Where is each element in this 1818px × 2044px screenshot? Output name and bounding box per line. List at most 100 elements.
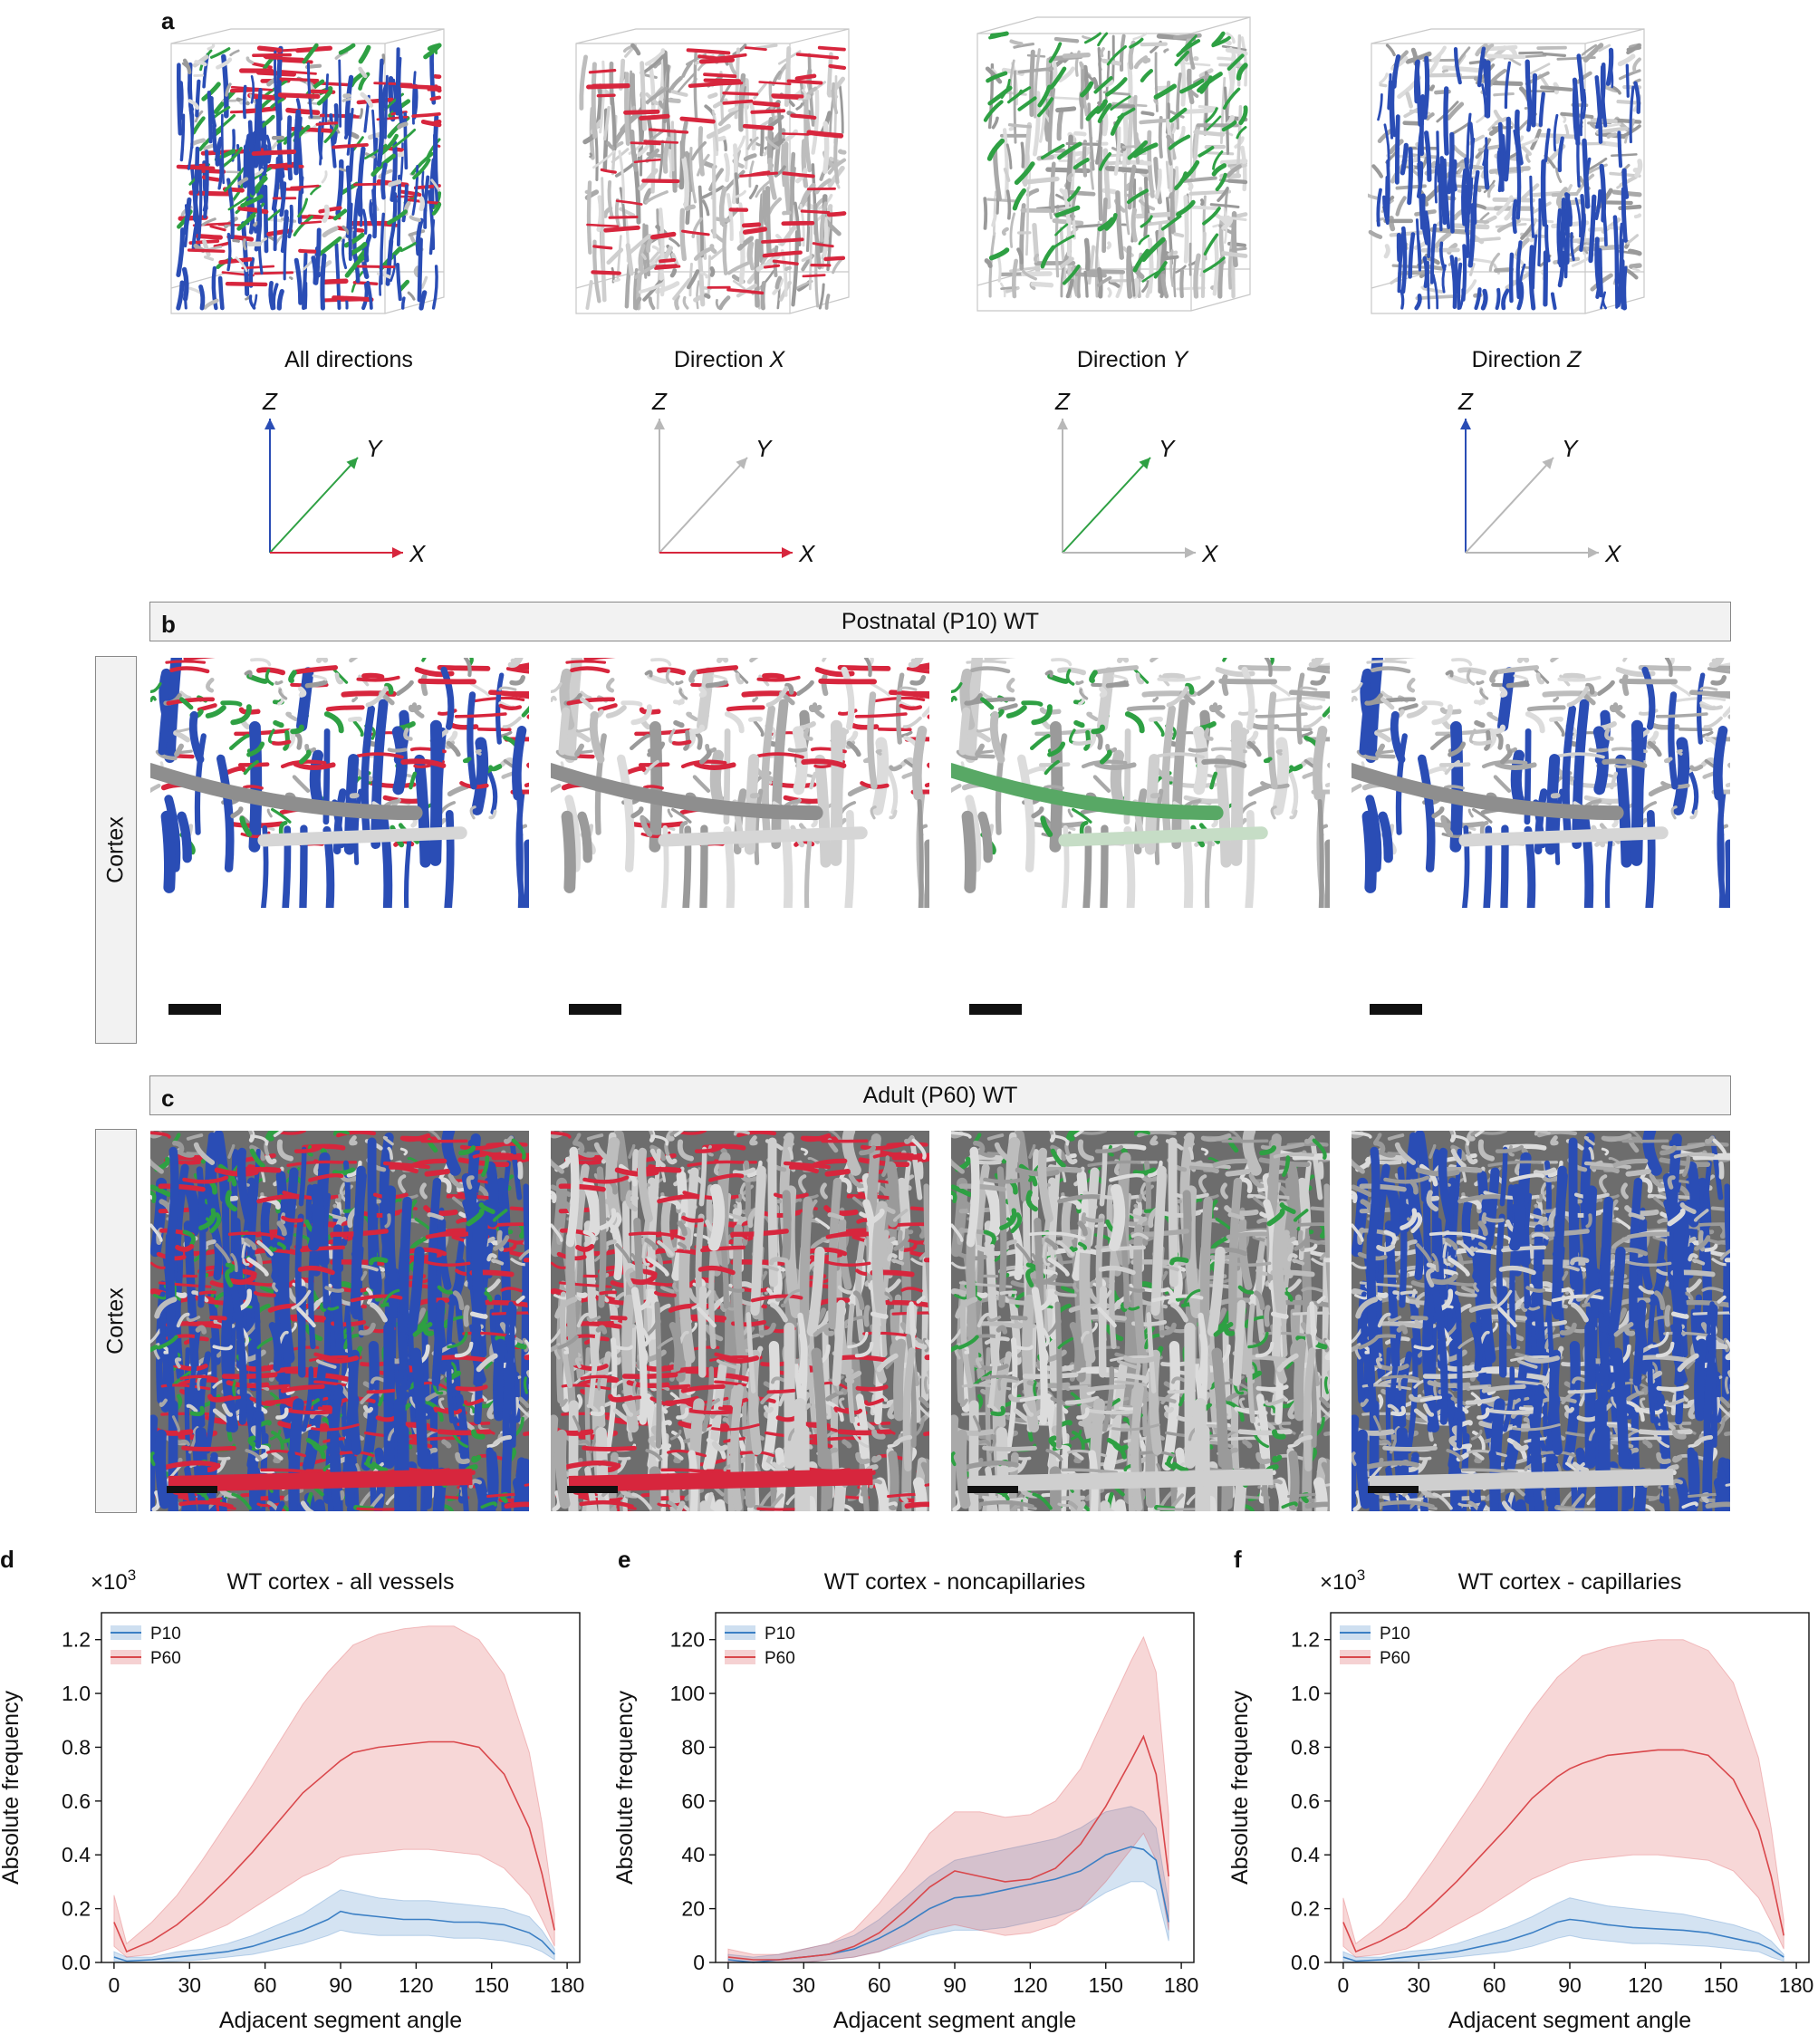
y-axis-label: Y (1159, 435, 1176, 462)
y-tick-label: 0.2 (1291, 1897, 1320, 1921)
legend-entry-p60: P60 (111, 1649, 181, 1668)
series-line-p60 (113, 1740, 555, 1953)
scale-bar (969, 1004, 1022, 1015)
legend-entry-p10: P10 (1340, 1625, 1410, 1644)
y-axis-label: Y (755, 435, 773, 462)
series-line-p60 (1342, 1749, 1784, 1953)
band-p10 (113, 1889, 555, 1963)
vessel-cube-direction-y (976, 16, 1251, 312)
y-axis-label: Y (366, 435, 383, 462)
panel-label-f: f (1234, 1546, 1242, 1573)
series-line-p60 (727, 1734, 1169, 1961)
caption-text: Direction (673, 347, 770, 372)
band-p10 (727, 1806, 1169, 1963)
y-tick-label: 20 (681, 1897, 705, 1921)
caption-direction-z: Direction Z (1386, 347, 1667, 373)
y-tick-label: 0.0 (62, 1951, 91, 1974)
y-tick-label: 0.8 (1291, 1735, 1320, 1759)
svg-text:P10: P10 (1380, 1625, 1410, 1644)
x-tick-label: 120 (399, 1973, 433, 1997)
region-label: Cortex (102, 1287, 129, 1355)
y-tick-label: 1.0 (62, 1682, 91, 1705)
x-axis-label: X (1604, 540, 1622, 567)
caption-text: Direction (1471, 347, 1568, 372)
svg-text:P60: P60 (150, 1649, 181, 1668)
x-tick-label: 30 (1407, 1973, 1430, 1997)
band-p60 (1342, 1639, 1784, 1958)
y-tick-label: 0.2 (62, 1897, 91, 1921)
svg-text:P10: P10 (765, 1625, 795, 1644)
x-tick-label: 0 (1337, 1973, 1349, 1997)
svg-text:P10: P10 (150, 1625, 181, 1644)
x-tick-label: 150 (475, 1973, 509, 1997)
chart-capillaries: WT cortex - capillaries ×103 0 30 60 90 120 150… (1229, 1567, 1813, 2033)
z-axis-arrow (1057, 419, 1068, 553)
x-axis-label: X (409, 540, 427, 567)
y-tick-label: 0.6 (1291, 1789, 1320, 1813)
y-tick-label: 1.2 (62, 1628, 91, 1652)
x-tick-label: 180 (1164, 1973, 1198, 1997)
y-axis-arrow (269, 457, 359, 554)
region-tab-postnatal: Cortex (95, 656, 137, 1044)
caption-axis: Z (1567, 347, 1582, 372)
postnatal-render-y (951, 658, 1330, 908)
band-p60 (113, 1625, 555, 1958)
band-p60 (727, 1635, 1169, 1963)
x-tick-label: 60 (868, 1973, 891, 1997)
axes-triad-z: Z Y X (1457, 390, 1622, 567)
x-tick-label: 180 (550, 1973, 584, 1997)
adult-render-x (551, 1131, 929, 1511)
legend-entry-p60: P60 (1340, 1649, 1410, 1668)
x-tick-label: 120 (1628, 1973, 1662, 1997)
chart-title: WT cortex - capillaries (1458, 1569, 1682, 1595)
y-axis-arrow (1465, 457, 1554, 554)
y-tick-label: 0.4 (62, 1843, 91, 1866)
y-tick-label: 0.6 (62, 1789, 91, 1813)
x-axis-arrow (270, 547, 403, 558)
y-axis-label: Absolute frequency (1229, 1690, 1253, 1885)
y-axis-arrow (659, 457, 748, 554)
x-axis-arrow (1063, 547, 1196, 558)
legend-entry-p60: P60 (725, 1649, 795, 1668)
panel-label-d: d (0, 1546, 14, 1573)
chart-title: WT cortex - all vessels (227, 1569, 455, 1595)
postnatal-render-x (551, 658, 929, 908)
y-tick-label: 0.4 (1291, 1843, 1320, 1866)
x-tick-label: 30 (178, 1973, 201, 1997)
x-tick-label: 120 (1013, 1973, 1047, 1997)
panel-label-c: c (161, 1085, 175, 1112)
x-tick-label: 90 (1558, 1973, 1582, 1997)
axes-triad-x: Z Y X (651, 390, 816, 567)
x-tick-label: 90 (943, 1973, 967, 1997)
svg-text:P60: P60 (1380, 1649, 1410, 1668)
series-line-p10 (113, 1910, 555, 1962)
z-axis-label: Z (1054, 390, 1071, 415)
x-tick-label: 150 (1704, 1973, 1738, 1997)
vessel-cube-all-directions (170, 28, 445, 314)
x-tick-label: 0 (108, 1973, 120, 1997)
panel-label-e: e (618, 1546, 631, 1573)
z-axis-arrow (654, 419, 665, 553)
z-axis-arrow (265, 419, 275, 553)
caption-text: Direction (1076, 347, 1173, 372)
x-axis-label: Adjacent segment angle (833, 2008, 1076, 2033)
z-axis-label: Z (262, 390, 278, 415)
x-axis-arrow (659, 547, 793, 558)
exponent-label: ×103 (1320, 1567, 1365, 1595)
legend-entry-p10: P10 (725, 1625, 795, 1644)
x-tick-label: 0 (722, 1973, 734, 1997)
banner-adult: Adult (P60) WT (149, 1075, 1731, 1115)
caption-axis: Y (1172, 347, 1188, 372)
y-tick-label: 80 (681, 1735, 705, 1759)
postnatal-render-all (150, 658, 529, 908)
panel-label-a: a (161, 7, 175, 34)
caption-text: All directions (284, 347, 413, 372)
chart-title: WT cortex - noncapillaries (824, 1569, 1086, 1595)
y-axis-label: Y (1562, 435, 1579, 462)
chart-noncapillaries: WT cortex - noncapillaries 0 30 60 90 120 150 1… (614, 1569, 1198, 2033)
y-tick-label: 0.0 (1291, 1951, 1320, 1974)
x-axis-label: Adjacent segment angle (1448, 2008, 1691, 2033)
legend-entry-p10: P10 (111, 1625, 181, 1644)
y-tick-label: 1.0 (1291, 1682, 1320, 1705)
y-tick-label: 100 (670, 1682, 705, 1705)
